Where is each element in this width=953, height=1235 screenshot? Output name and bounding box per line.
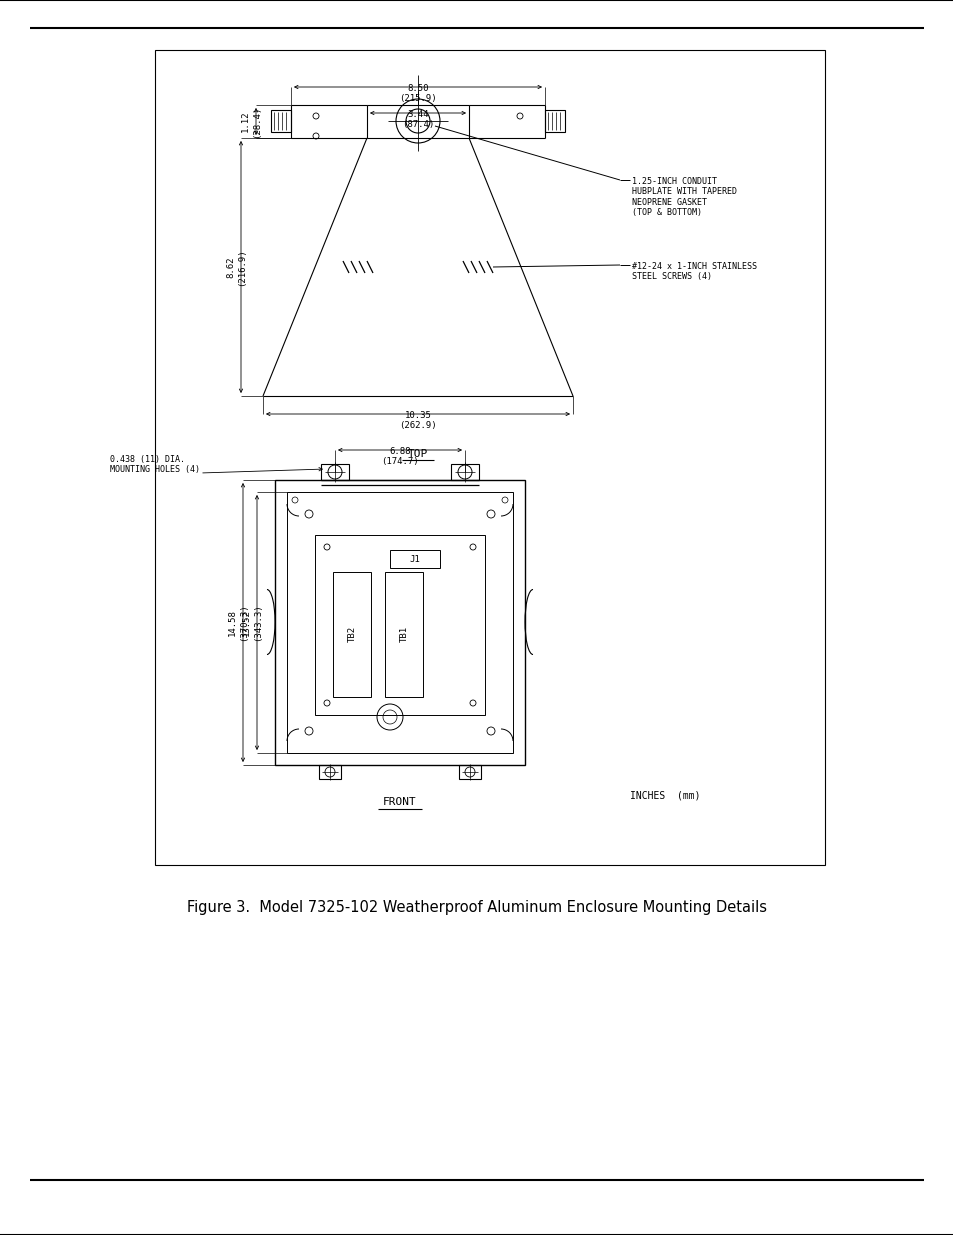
Text: #12-24 x 1-INCH STAINLESS
STEEL SCREWS (4): #12-24 x 1-INCH STAINLESS STEEL SCREWS (… [631,262,757,282]
Bar [390,550,439,568]
Bar [318,764,340,779]
Bar [274,480,524,764]
Text: J1: J1 [409,555,420,563]
Bar [451,464,478,480]
Bar [333,572,371,697]
Text: Figure 3.  Model 7325-102 Weatherproof Aluminum Enclosure Mounting Details: Figure 3. Model 7325-102 Weatherproof Al… [187,900,766,915]
Text: INCHES  (mm): INCHES (mm) [629,790,700,800]
Bar [458,764,480,779]
Text: 1.12
(28.4): 1.12 (28.4) [241,105,260,137]
Bar [154,49,824,864]
Text: 1.25-INCH CONDUIT
HUBPLATE WITH TAPERED
NEOPRENE GASKET
(TOP & BOTTOM): 1.25-INCH CONDUIT HUBPLATE WITH TAPERED … [631,177,737,217]
Text: 6.88
(174.7): 6.88 (174.7) [381,447,418,467]
Bar [271,110,291,132]
Text: FRONT: FRONT [383,797,416,806]
Text: 8.50
(215.9): 8.50 (215.9) [398,84,436,104]
Text: 3.44
(87.4): 3.44 (87.4) [401,110,434,130]
Text: TOP: TOP [408,450,428,459]
Text: 13.52
(343.3): 13.52 (343.3) [242,604,261,641]
Text: 14.58
(370.3): 14.58 (370.3) [228,604,248,641]
Bar [544,110,564,132]
Text: TB1: TB1 [399,626,408,642]
Text: 8.62
(216.9): 8.62 (216.9) [226,248,246,285]
Bar [314,535,484,715]
Bar [287,492,513,753]
Text: TB2: TB2 [347,626,356,642]
Bar [385,572,422,697]
Text: 10.35
(262.9): 10.35 (262.9) [398,411,436,431]
Bar [320,464,349,480]
Text: 0.438 (11) DIA.
MOUNTING HOLES (4): 0.438 (11) DIA. MOUNTING HOLES (4) [110,454,200,474]
